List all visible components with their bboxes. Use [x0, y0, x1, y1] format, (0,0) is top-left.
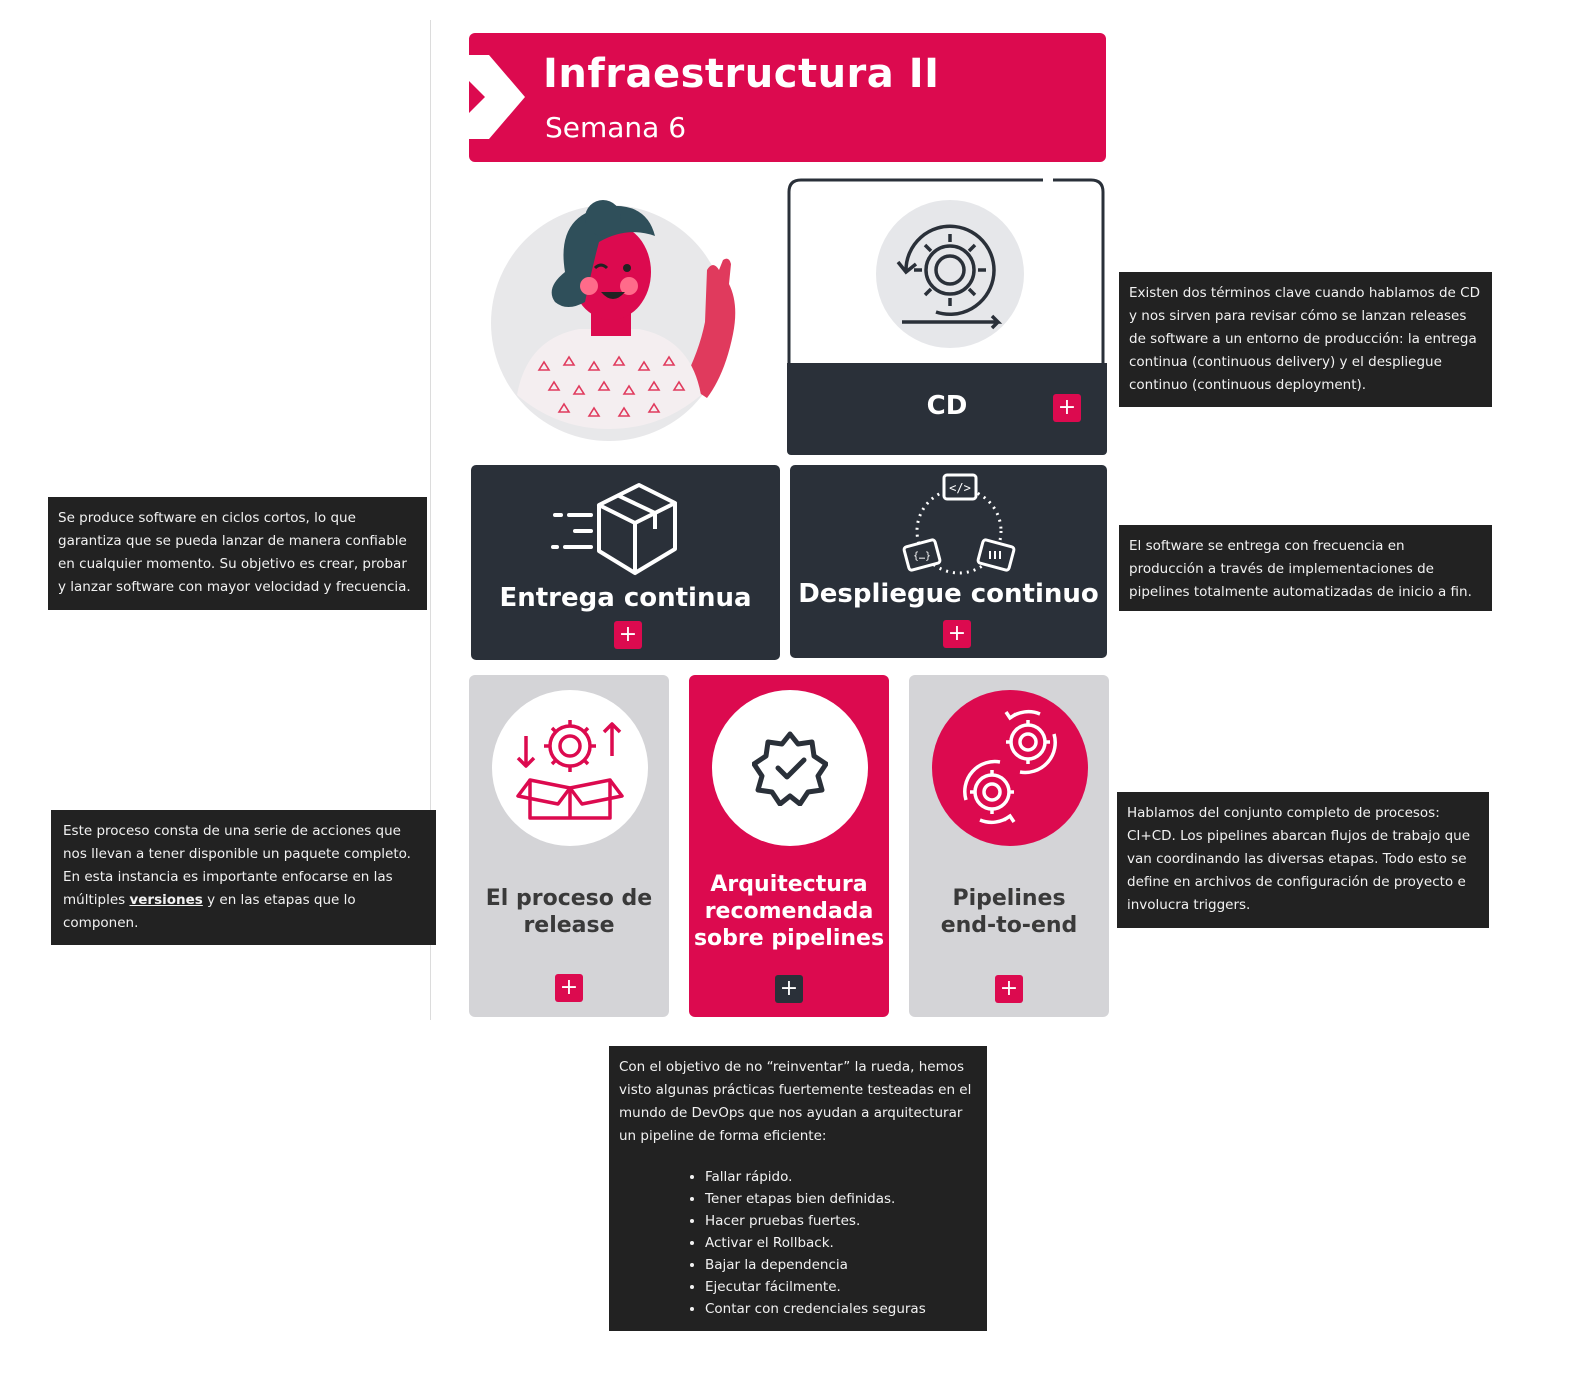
practices-list: Fallar rápido. Tener etapas bien definid… [619, 1166, 977, 1320]
note-release: Este proceso consta de una serie de acci… [51, 810, 436, 945]
entrega-continua-label: Entrega continua [499, 583, 752, 613]
note-release-text-2: y en las etapas que lo componen. [63, 892, 356, 931]
versiones-link[interactable]: versiones [129, 892, 203, 908]
pipelines-expand-button[interactable]: + [995, 975, 1023, 1003]
note-despliegue-continuo: El software se entrega con frecuencia en… [1119, 525, 1492, 611]
pipelines-tile: Pipelines end-to-end + [909, 675, 1109, 1017]
despliegue-continuo-label: Despliegue continuo [798, 579, 1099, 609]
list-item: Ejecutar fácilmente. [705, 1276, 977, 1298]
release-expand-button[interactable]: + [555, 974, 583, 1002]
course-header: Infraestructura II Semana 6 [469, 33, 1106, 162]
list-item: Fallar rápido. [705, 1166, 977, 1188]
list-item: Activar el Rollback. [705, 1232, 977, 1254]
card-frame [787, 178, 1105, 376]
cd-expand-button[interactable]: + [1053, 394, 1081, 422]
release-label-1: El proceso de [485, 886, 653, 911]
note-entrega-continua: Se produce software en ciclos cortos, lo… [48, 497, 427, 610]
arquitectura-tile: Arquitectura recomendada sobre pipelines… [689, 675, 889, 1017]
svg-text:{…}: {…} [913, 551, 931, 562]
gear-cycle-icon [896, 224, 1003, 330]
deploy-cycle-icon: </> {…} [902, 473, 1016, 575]
list-item: Tener etapas bien definidas. [705, 1188, 977, 1210]
badge-check-icon [752, 731, 828, 806]
gears-loop-icon [963, 709, 1057, 825]
cd-card: CD + [787, 178, 1107, 455]
page-subtitle: Semana 6 [545, 111, 687, 144]
arquitectura-label-1: Arquitectura [710, 872, 868, 897]
note-cd: Existen dos términos clave cuando hablam… [1119, 272, 1492, 407]
entrega-continua-card: Entrega continua + [471, 465, 780, 660]
page-title: Infraestructura II [543, 51, 940, 97]
release-box-icon [516, 720, 624, 820]
pipelines-label-2: end-to-end [940, 913, 1078, 938]
package-icon [551, 483, 677, 575]
note-pipelines: Hablamos del conjunto completo de proces… [1117, 792, 1489, 928]
pipelines-label-1: Pipelines [952, 886, 1066, 911]
release-label-2: release [523, 913, 615, 938]
svg-text:</>: </> [949, 481, 971, 495]
cd-label: CD [926, 391, 968, 421]
cd-bar: CD + [787, 363, 1107, 455]
arquitectura-expand-button[interactable]: + [775, 975, 803, 1003]
list-item: Hacer pruebas fuertes. [705, 1210, 977, 1232]
note-arquitectura-intro: Con el objetivo de no “reinventar” la ru… [619, 1059, 972, 1144]
divider-line [430, 20, 431, 1020]
despliegue-expand-button[interactable]: + [943, 620, 971, 648]
chevron-right-icon [469, 55, 525, 139]
entrega-expand-button[interactable]: + [614, 621, 642, 649]
list-item: Bajar la dependencia [705, 1254, 977, 1276]
avatar-illustration [491, 200, 736, 441]
despliegue-continuo-card: </> {…} Despliegue continuo + [790, 465, 1107, 658]
arquitectura-label-2: recomendada [704, 899, 874, 924]
arquitectura-label-3: sobre pipelines [693, 926, 885, 951]
note-release-text-1: Este proceso consta de una serie de acci… [63, 823, 411, 908]
tile-icon-circle [712, 690, 868, 846]
release-process-tile: El proceso de release + [469, 675, 669, 1017]
list-item: Contar con credenciales seguras [705, 1298, 977, 1320]
note-arquitectura: Con el objetivo de no “reinventar” la ru… [609, 1046, 987, 1331]
